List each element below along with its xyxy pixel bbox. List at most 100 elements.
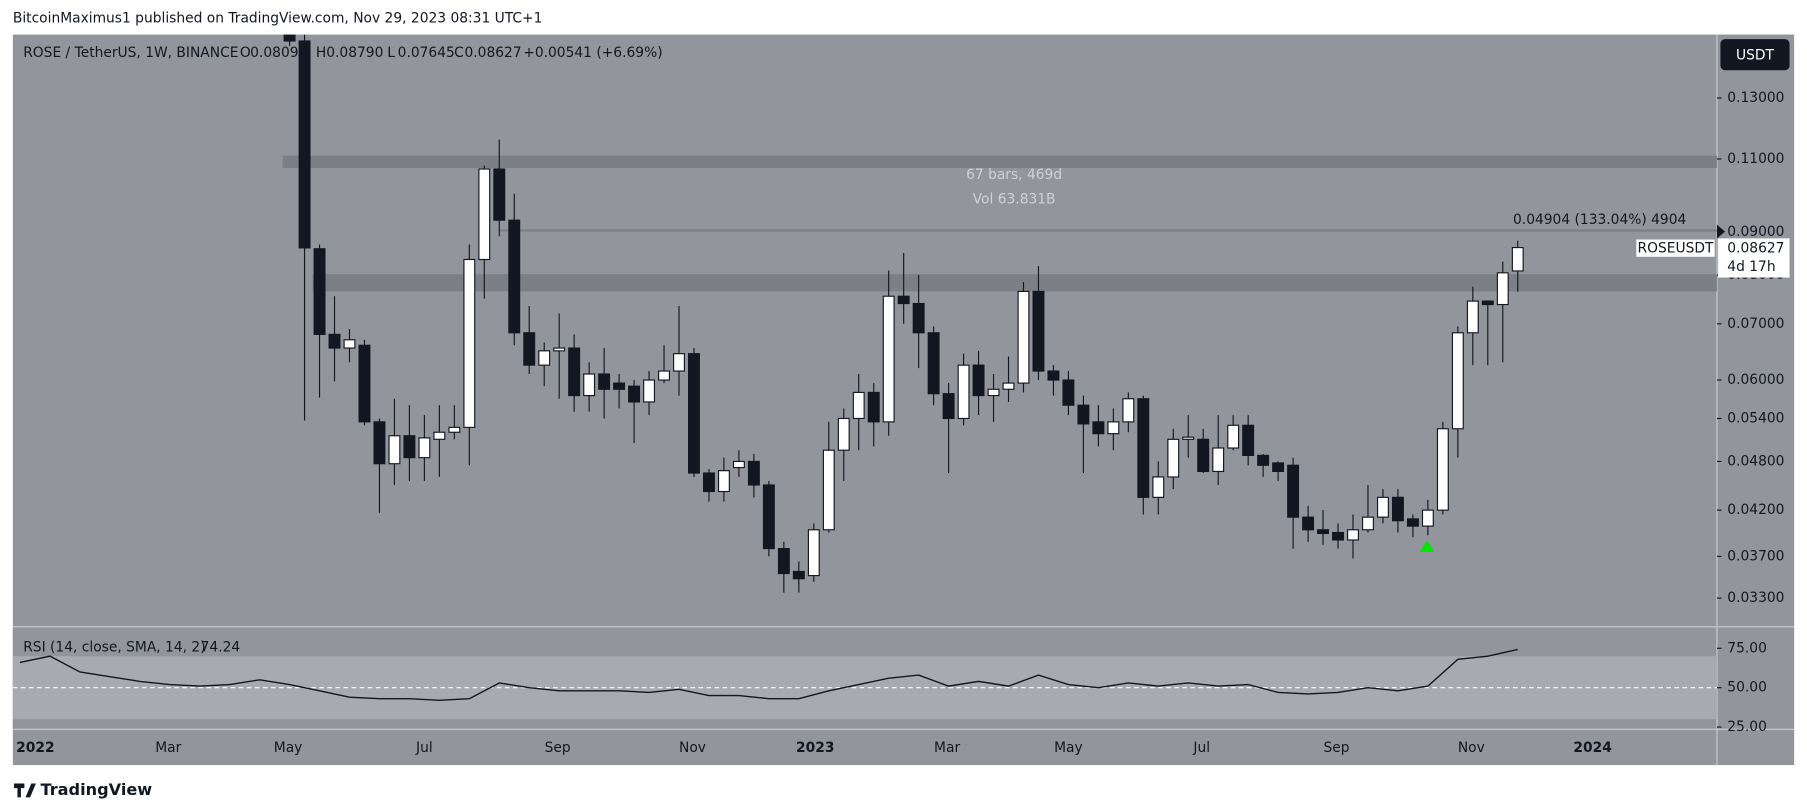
candle-body [957,364,970,420]
candle-body [598,373,611,390]
legend-value: 0.07645 [398,45,455,61]
candle-body [1436,428,1449,511]
rsi-pane [12,648,1717,720]
candle-body [1496,272,1509,306]
candle-body [568,347,581,397]
candle-body [1002,382,1015,390]
candle-body [1137,398,1150,498]
candle-body [1122,398,1135,423]
rsi-y-tick-label: 25.00 [1727,719,1767,735]
candle-body [643,379,656,403]
y-tick-label: 0.04800 [1727,453,1784,469]
x-tick-label: May [1054,740,1083,756]
candle-body [807,529,820,577]
candle-body [1257,454,1270,466]
candle-body [972,364,985,397]
candle-body [1481,300,1494,306]
y-tick-label: 0.13000 [1727,90,1784,106]
candle-body [538,350,551,366]
legend-key: O [240,45,251,61]
candle-body [583,373,596,397]
candle-body [403,435,416,459]
x-tick-label: 2024 [1573,740,1611,756]
signal-marker [1419,540,1435,552]
candle-body [1077,404,1090,425]
candle-body [1092,421,1105,435]
currency-button[interactable] [1720,39,1790,71]
candle-body [1167,438,1180,478]
y-tick-label: 0.05400 [1727,410,1784,426]
symbol-tag-box [1636,239,1715,257]
candle-body [732,460,745,469]
candle-body [1107,421,1120,435]
countdown: 4d 17h [1727,259,1775,275]
candle-body [1302,516,1315,531]
candle-body [373,421,386,465]
candle-body [762,484,775,550]
candle-body [553,347,566,352]
candle-body [313,248,326,335]
x-tick-label: Mar [934,740,960,756]
legend-value: 0.08790 [326,45,383,61]
attribution: BitcoinMaximus1 published on TradingView… [13,10,543,26]
candle-body [822,449,835,531]
candle-body [1047,370,1060,381]
candle-body [1212,447,1225,473]
measure-arrow [1716,224,1726,239]
candle-body [987,388,1000,397]
x-tick-label: Sep [1324,740,1350,756]
price-tag-box [1718,238,1790,278]
candle-body [1242,424,1255,456]
candle-body [852,391,865,420]
y-tick-label: 0.06000 [1727,372,1784,388]
rsi-y-tick-label: 50.00 [1727,680,1767,696]
candle-body [418,437,431,459]
x-tick-label: Sep [545,740,571,756]
candle-body [1182,436,1195,440]
measure-change: 0.04904 (133.04%) 4904 [1513,212,1686,228]
candle-body [1332,531,1344,541]
candle-body [358,344,371,423]
y-tick-label: 0.07000 [1727,316,1784,332]
candle-body [1227,424,1240,449]
candle-body [1421,509,1434,527]
candle-body [1317,529,1330,535]
candle-body [1272,462,1285,473]
candle-body [1197,438,1210,473]
x-tick-label: May [274,740,303,756]
candle-body [433,431,446,440]
x-tick-label: Mar [155,740,181,756]
candle-body [777,547,790,575]
rsi-title: RSI (14, close, SMA, 14, 2) [23,640,205,656]
y-tick-label: 0.04200 [1727,502,1784,518]
candle-body [717,470,730,493]
candle-body [658,370,670,381]
measure-volume: Vol 63.831B [973,191,1056,207]
candle-body [1406,518,1419,527]
candle-body [613,382,626,390]
candle-body [1451,332,1464,430]
resistance-zone [312,274,1717,292]
candle-body [688,353,700,474]
candle-body [702,472,715,493]
resistance-zone [282,155,1717,169]
candle-body [942,393,955,420]
x-tick-label: 2023 [796,740,834,756]
candle-body [673,353,685,372]
price-pane [282,34,1717,593]
candle-body [747,460,760,486]
candle-body [1347,529,1359,541]
candle-body [912,302,925,334]
candle-body [882,295,895,423]
legend-key: L [387,45,395,61]
legend-value: 0.08627 [465,45,522,61]
candle-body [448,426,461,433]
legend-key: H [316,45,326,61]
candle-body [463,258,476,428]
candle-body [628,385,641,403]
currency[interactable]: USDT [1736,47,1775,63]
footer-logo: TradingView [40,780,152,799]
candle-body [328,333,341,349]
candle-body [1017,290,1030,384]
candle-body [508,219,521,334]
